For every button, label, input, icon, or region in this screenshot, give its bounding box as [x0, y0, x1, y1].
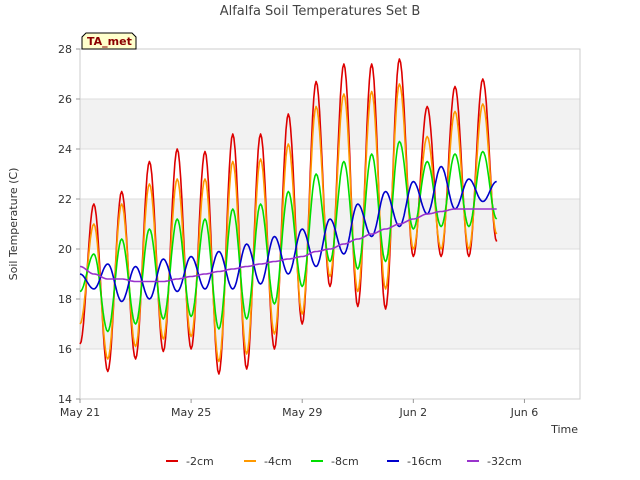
legend-label: -2cm: [186, 455, 214, 468]
y-tick-label: 28: [58, 43, 72, 56]
x-tick-label: May 25: [171, 406, 211, 419]
badge-text: TA_met: [87, 35, 132, 48]
plot-frame: [79, 48, 581, 400]
series-line-8cmcm: [79, 140, 498, 333]
series-line-2cmcm: [79, 58, 498, 375]
x-tick-label: May 29: [282, 406, 322, 419]
y-axis-label: Soil Temperature (C): [7, 168, 20, 281]
legend-label: -4cm: [264, 455, 292, 468]
x-tick-label: May 21: [60, 406, 100, 419]
y-tick-label: 26: [58, 93, 72, 106]
legend-label: -8cm: [331, 455, 359, 468]
x-tick-label: Jun 2: [398, 406, 427, 419]
legend: -2cm -4cm -8cm -16cm -32cm: [166, 455, 522, 468]
plot-background: [80, 99, 580, 349]
x-axis-label: Time: [550, 423, 578, 436]
series-line-4cmcm: [79, 83, 498, 363]
x-axis-ticks: May 21 May 25 May 29 Jun 2 Jun 6: [60, 399, 538, 419]
legend-label: -16cm: [407, 455, 442, 468]
y-tick-label: 24: [58, 143, 72, 156]
ta-met-badge: TA_met: [81, 32, 137, 50]
badge-shape: [81, 32, 137, 50]
y-tick-label: 18: [58, 293, 72, 306]
chart-title: Alfalfa Soil Temperatures Set B: [220, 4, 421, 19]
series-layer: [79, 58, 498, 375]
x-tick-label: Jun 6: [510, 406, 539, 419]
y-tick-label: 20: [58, 243, 72, 256]
y-tick-label: 22: [58, 193, 72, 206]
plot-band: [80, 99, 580, 149]
y-tick-label: 16: [58, 343, 72, 356]
series-line-32cmcm: [79, 208, 497, 283]
legend-label: -32cm: [487, 455, 522, 468]
plot-band: [80, 299, 580, 349]
y-tick-label: 14: [58, 393, 72, 406]
y-axis-ticks: 14 16 18 20 22 24 26 28: [58, 43, 80, 406]
